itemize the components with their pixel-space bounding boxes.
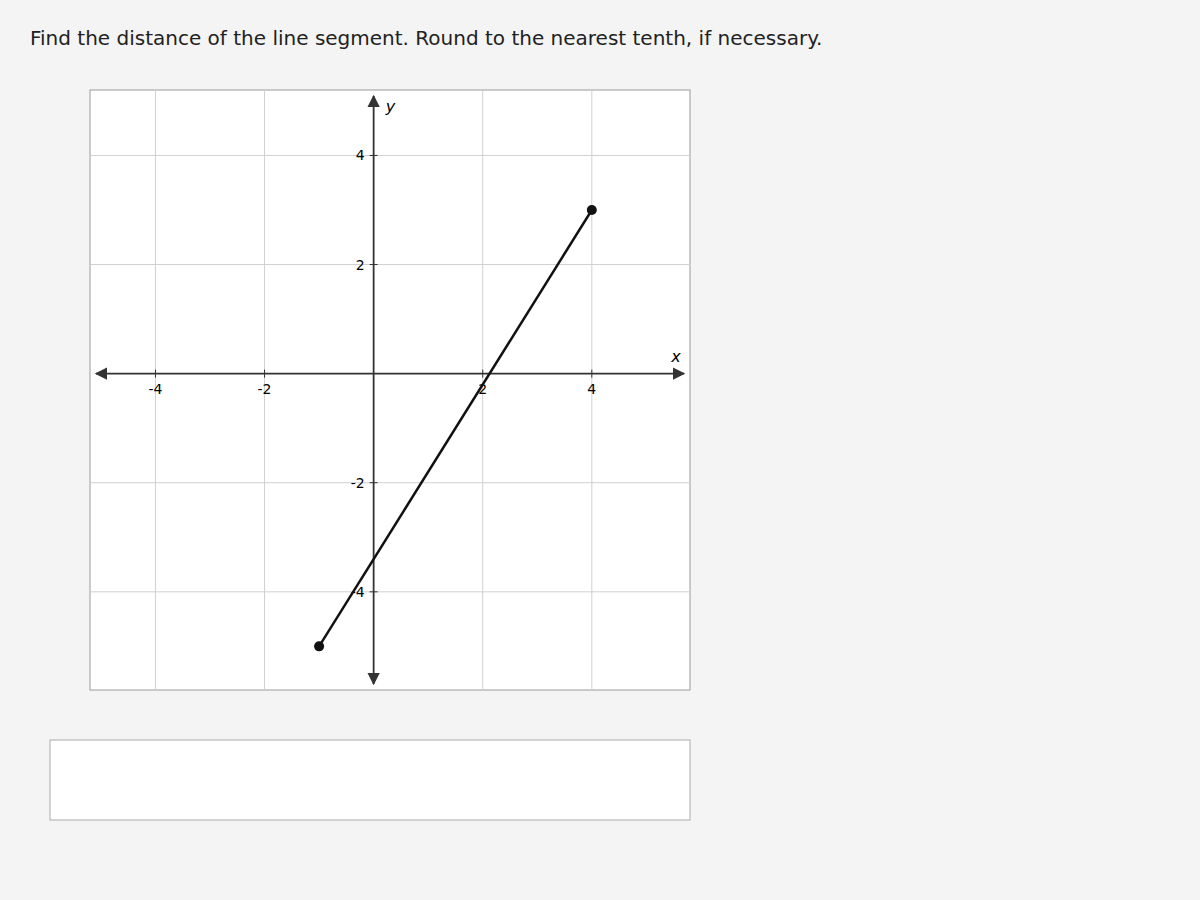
x-axis-label: x <box>670 347 681 366</box>
title: Find the distance of the line segment. R… <box>30 26 822 50</box>
grid-line-y <box>90 264 690 265</box>
tick-y <box>370 155 378 156</box>
tick-x <box>155 370 156 378</box>
tick-label-y: -2 <box>351 475 365 491</box>
x-axis <box>96 373 684 375</box>
tick-x <box>591 370 592 378</box>
grid-line-y <box>90 482 690 483</box>
tick-y <box>370 264 378 265</box>
tick-label-y: 4 <box>356 147 365 163</box>
tick-y <box>370 482 378 483</box>
plot-frame <box>90 90 690 690</box>
tick-label-x: 4 <box>587 381 596 397</box>
answer-box[interactable] <box>50 740 690 820</box>
y-axis <box>373 96 375 684</box>
chart-container: Find the distance of the line segment. R… <box>0 0 1200 900</box>
tick-y <box>370 591 378 592</box>
y-axis-label: y <box>385 97 396 116</box>
marks <box>314 205 597 651</box>
tick-label-y: 2 <box>356 257 365 273</box>
tick-label-x: -2 <box>258 381 272 397</box>
grid-line-y <box>90 591 690 592</box>
tick-x <box>482 370 483 378</box>
tick-x <box>264 370 265 378</box>
grid-line-y <box>90 155 690 156</box>
endpoint <box>587 205 597 215</box>
segment <box>319 210 592 646</box>
endpoint <box>314 641 324 651</box>
chart: Find the distance of the line segment. R… <box>0 0 1200 900</box>
tick-label-x: -4 <box>148 381 162 397</box>
